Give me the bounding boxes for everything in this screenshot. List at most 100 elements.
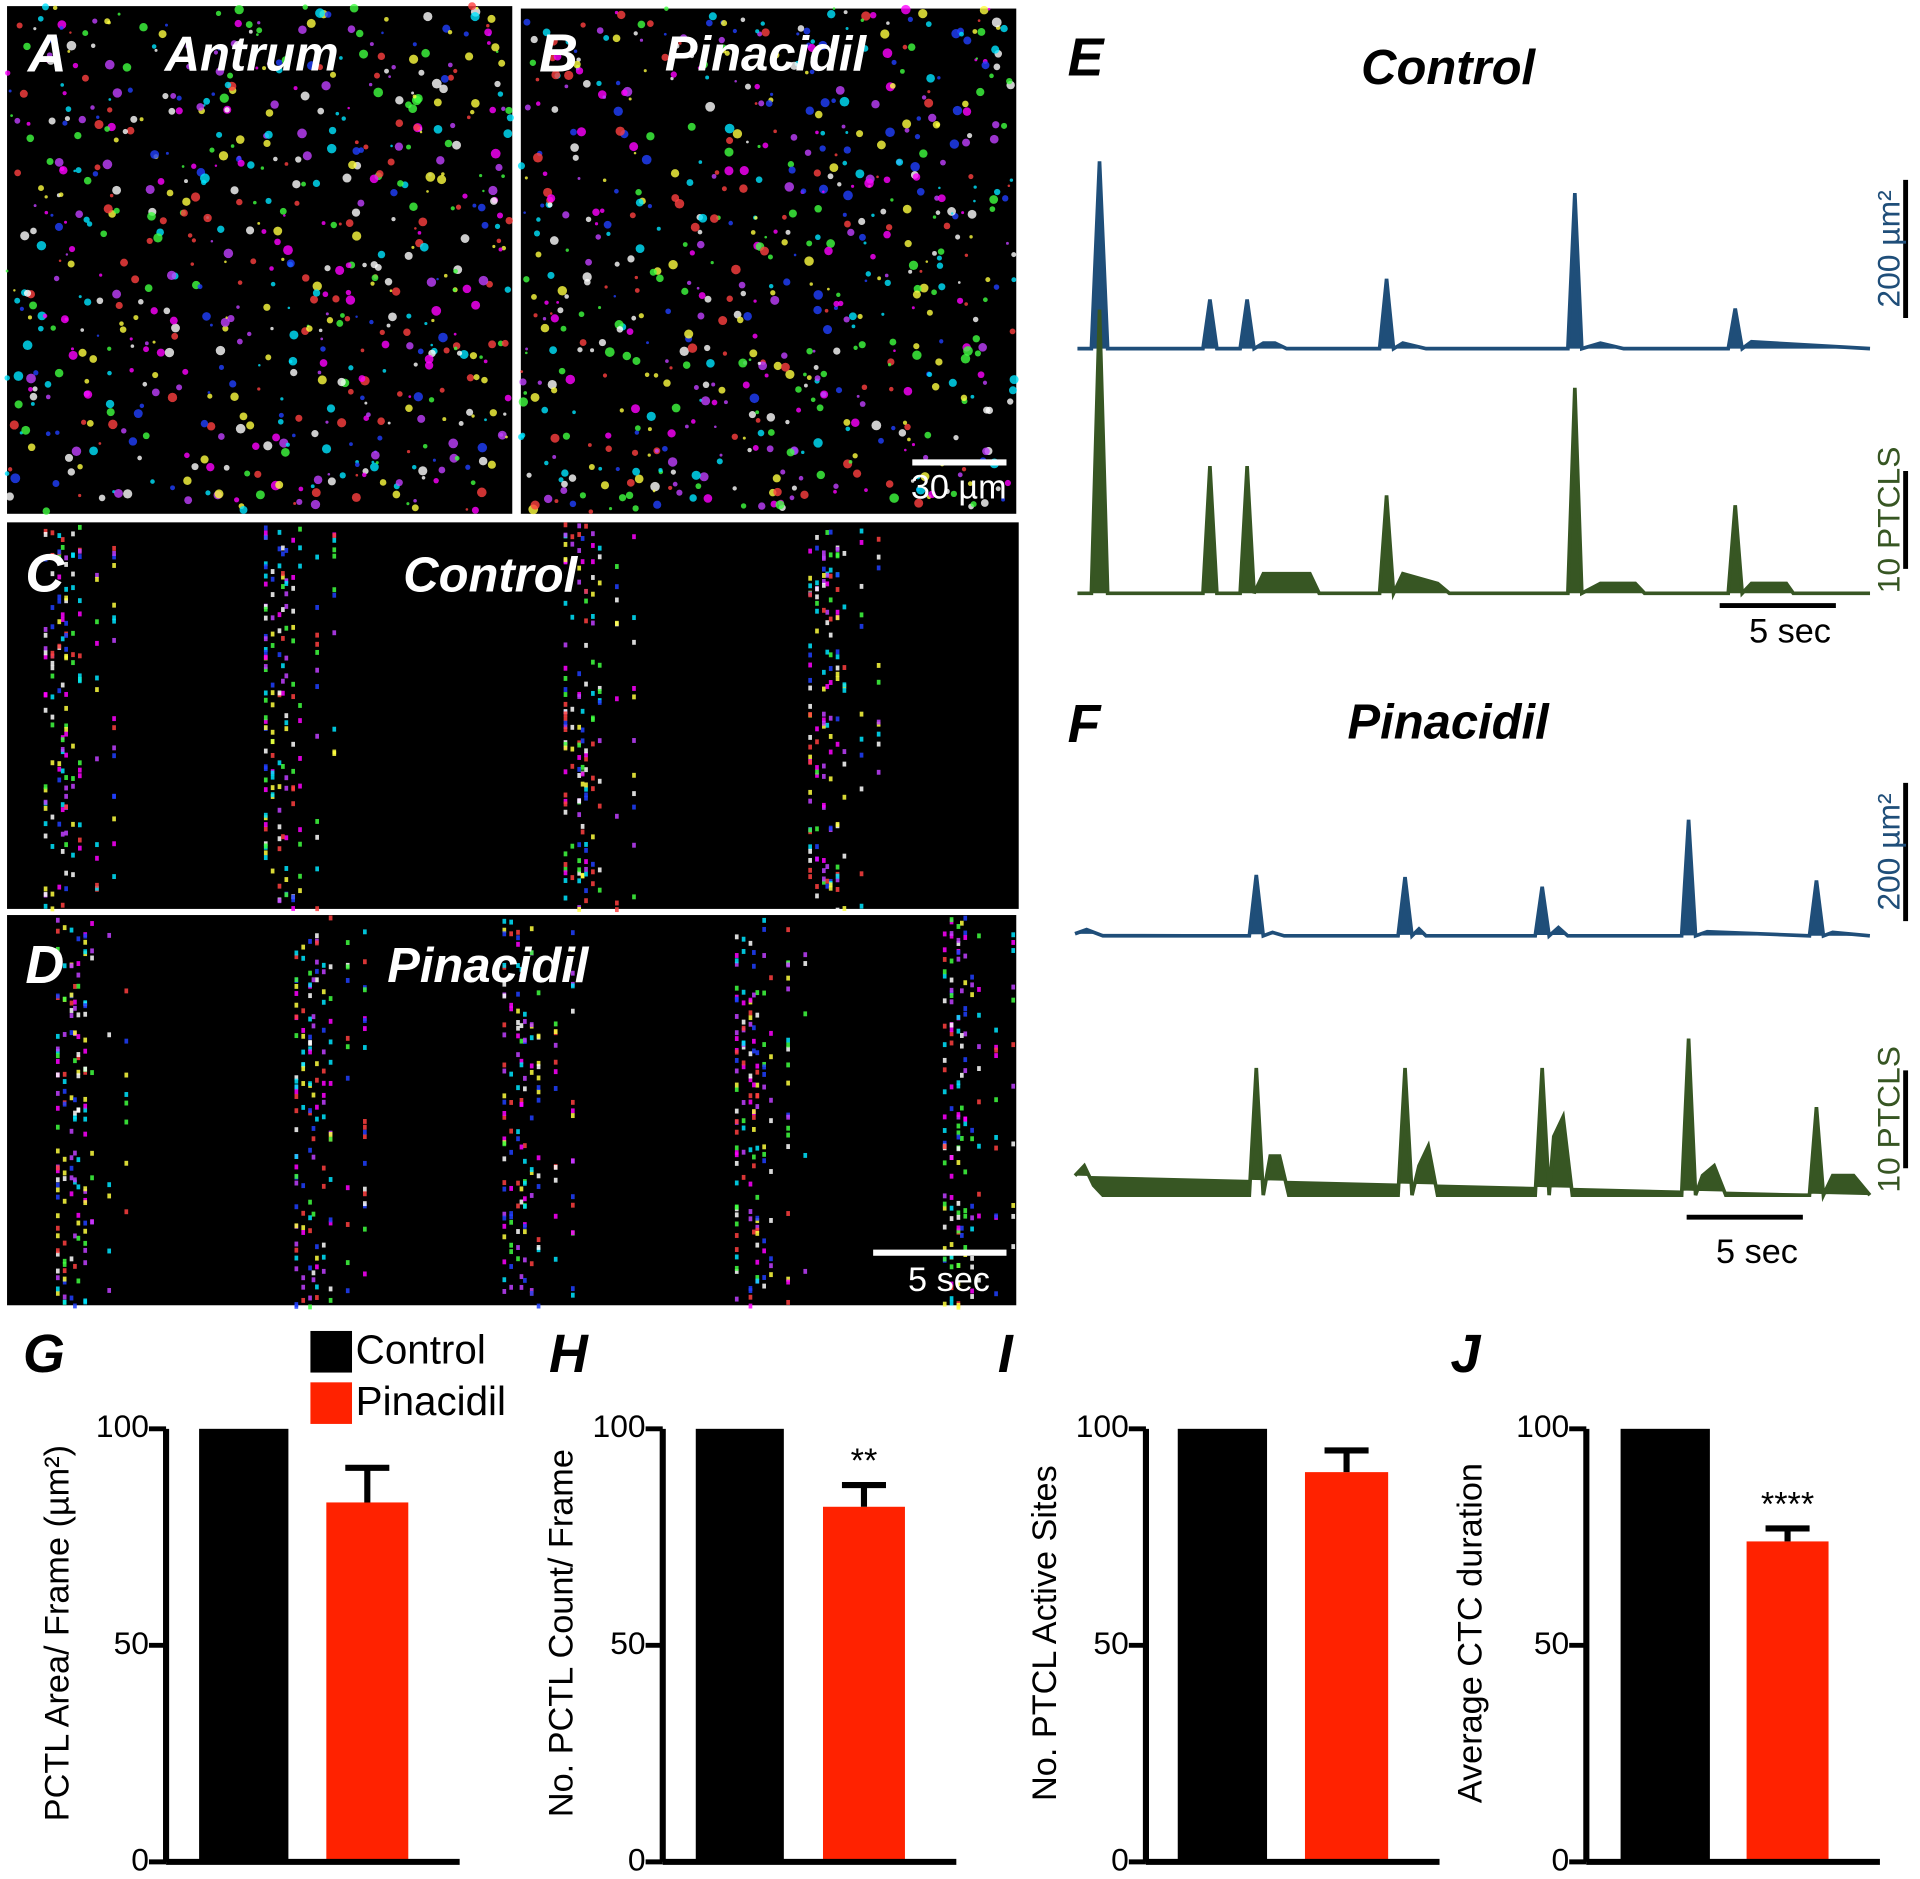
texture-dot (311, 1136, 316, 1142)
texture-dot (223, 248, 234, 259)
texture-dot (327, 143, 337, 154)
texture-dot (284, 726, 289, 732)
texture-dot (519, 1199, 524, 1205)
texture-dot (487, 14, 496, 23)
texture-dot (60, 612, 65, 618)
texture-dot (50, 650, 55, 656)
texture-dot (540, 323, 550, 333)
texture-dot (403, 328, 411, 336)
texture-dot (335, 265, 345, 275)
texture-dot (264, 130, 273, 139)
texture-dot (308, 938, 312, 944)
texture-dot (62, 1079, 67, 1084)
texture-dot (494, 80, 501, 88)
texture-dot (603, 34, 610, 41)
texture-dot (43, 891, 48, 897)
texture-dot (615, 813, 619, 819)
texture-dot (631, 404, 640, 414)
texture-dot (529, 1022, 534, 1028)
texture-dot (487, 460, 496, 469)
texture-dot (970, 394, 975, 399)
texture-dot (62, 1258, 67, 1264)
texture-dot (742, 436, 746, 440)
texture-dot (949, 1040, 954, 1046)
texture-dot (663, 32, 667, 36)
texture-dot (682, 242, 688, 247)
texture-dot (823, 325, 833, 335)
texture-dot (30, 401, 35, 406)
texture-dot (734, 1160, 739, 1166)
texture-dot (363, 987, 367, 993)
texture-dot (413, 498, 417, 503)
texture-dot (843, 10, 848, 15)
texture-dot (95, 882, 99, 888)
texture-dot (139, 117, 144, 122)
texture-dot (502, 1099, 507, 1105)
texture-dot (602, 95, 607, 99)
texture-dot (73, 1233, 77, 1239)
texture-dot (129, 337, 133, 341)
texture-dot (298, 703, 302, 708)
texture-dot (932, 250, 937, 256)
texture-dot (752, 1229, 756, 1235)
texture-dot (43, 787, 48, 793)
texture-dot (591, 543, 595, 548)
texture-dot (523, 1037, 527, 1043)
texture-dot (563, 600, 568, 606)
texture-dot (43, 805, 48, 811)
texture-dot (252, 442, 260, 450)
texture-dot (943, 222, 951, 230)
texture-dot (942, 931, 947, 937)
texture-dot (211, 92, 216, 96)
texture-dot (835, 741, 840, 747)
texture-dot (964, 302, 968, 306)
texture-dot (321, 221, 326, 226)
texture-dot (215, 67, 225, 76)
texture-dot (298, 888, 302, 894)
texture-dot (932, 121, 941, 129)
texture-dot (982, 297, 988, 303)
texture-dot (288, 356, 298, 366)
texture-dot (502, 1289, 507, 1294)
texture-dot (62, 996, 67, 1002)
texture-dot (734, 1152, 739, 1158)
texture-dot (84, 378, 90, 384)
texture-dot (363, 929, 367, 935)
texture-dot (536, 1075, 541, 1081)
texture-dot (883, 230, 891, 239)
bar (1177, 1428, 1268, 1862)
texture-dot (993, 284, 1000, 290)
texture-dot (719, 453, 723, 457)
texture-dot (822, 879, 826, 885)
texture-dot (994, 1213, 998, 1219)
texture-dot (263, 636, 268, 642)
texture-dot (724, 50, 730, 56)
texture-dot (970, 1215, 974, 1221)
texture-dot (67, 468, 76, 476)
texture-dot (43, 556, 48, 562)
texture-dot (734, 958, 739, 964)
texture-dot (64, 886, 68, 892)
texture-dot (281, 834, 285, 840)
texture-dot (833, 489, 837, 494)
texture-dot (270, 770, 275, 776)
texture-dot (308, 1304, 312, 1310)
texture-dot (1002, 195, 1009, 202)
texture-dot (786, 448, 795, 457)
texture-dot (959, 31, 964, 37)
texture-dot (772, 474, 781, 483)
texture-dot (159, 217, 167, 225)
texture-dot (994, 188, 1001, 196)
y-tick-label: 0 (131, 1841, 149, 1877)
texture-dot (815, 739, 819, 745)
texture-dot (577, 867, 582, 873)
texture-dot (371, 274, 379, 282)
texture-dot (387, 421, 391, 425)
texture-dot (470, 12, 480, 22)
texture-dot (668, 260, 678, 270)
texture-dot (734, 961, 739, 967)
texture-dot (786, 1276, 790, 1282)
texture-dot (663, 379, 671, 387)
texture-dot (808, 827, 812, 833)
panel-letter: D (25, 935, 64, 995)
